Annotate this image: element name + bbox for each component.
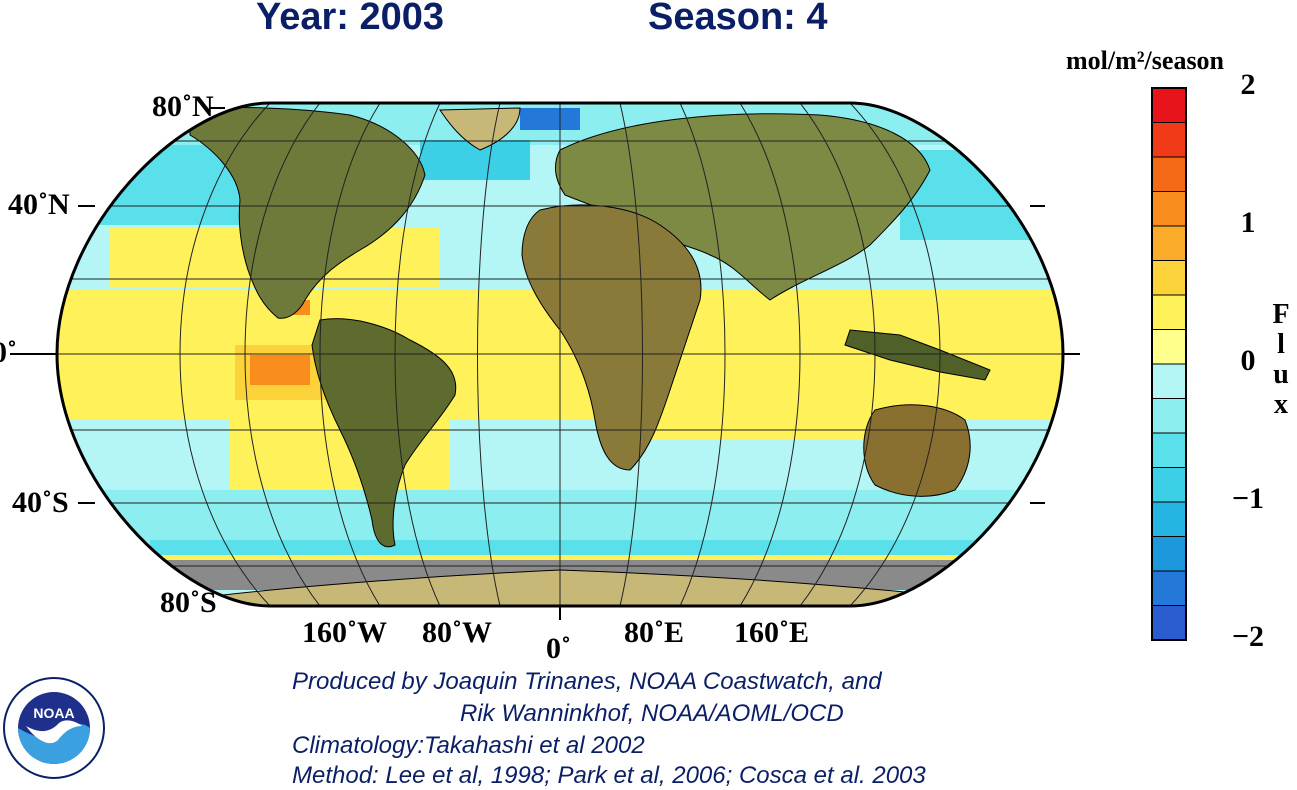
colorbar-segment [1151, 570, 1187, 606]
lat-label-80s: 80˚S [160, 586, 217, 619]
lat-label-80n: 80˚N [152, 90, 214, 123]
lon-label-0: 0˚ [546, 632, 571, 665]
colorbar-segment [1151, 191, 1187, 227]
credit-line-2: Rik Wanninkhof, NOAA/AOML/OCD [460, 700, 844, 727]
colorbar [1151, 87, 1187, 641]
colorbar-segment [1151, 156, 1187, 192]
colorbar-segment [1151, 225, 1187, 261]
title-year: Year: 2003 [256, 0, 445, 38]
lat-label-40s: 40˚S [12, 486, 69, 519]
colorbar-unit: mol/m²/season [1066, 46, 1225, 75]
credit-line-3: Climatology:Takahashi et al 2002 [292, 732, 645, 759]
credit-line-1: Produced by Joaquin Trinanes, NOAA Coast… [292, 668, 882, 695]
lon-label-80w: 80˚W [422, 616, 492, 649]
lat-label-0: 0˚ [0, 336, 17, 369]
colorbar-segment [1151, 329, 1187, 365]
colorbar-segment [1151, 536, 1187, 572]
lat-label-40n: 40˚N [8, 188, 70, 221]
landmass-australia [863, 404, 971, 497]
colorbar-segment [1151, 87, 1187, 123]
colorbar-tick-neg1: −1 [1231, 482, 1265, 515]
noaa-logo-text: NOAA [33, 705, 74, 721]
colorbar-tick-neg2: −2 [1231, 620, 1265, 653]
colorbar-segment [1151, 294, 1187, 330]
colorbar-tick-2: 2 [1240, 68, 1256, 101]
ocean-band [250, 355, 310, 385]
lon-label-160e: 160˚E [734, 616, 809, 649]
ocean-band [520, 108, 580, 130]
colorbar-segment [1151, 260, 1187, 296]
lat-ticks [10, 107, 1080, 620]
landmass-indonesia [844, 329, 991, 381]
colorbar-tick-0: 0 [1240, 344, 1256, 377]
colorbar-tick-1: 1 [1240, 206, 1256, 239]
credit-line-4: Method: Lee et al, 1998; Park et al, 200… [292, 762, 926, 789]
world-flux-map [10, 101, 1080, 620]
lon-label-160w: 160˚W [302, 616, 387, 649]
globe-outline [55, 101, 1065, 608]
colorbar-segment [1151, 398, 1187, 434]
colorbar-segment [1151, 432, 1187, 468]
colorbar-segment [1151, 605, 1187, 641]
noaa-logo-icon: NOAA [3, 677, 105, 779]
colorbar-segment [1151, 501, 1187, 537]
colorbar-frame [1151, 87, 1187, 641]
ocean-band [950, 300, 1060, 420]
colorbar-variable-label: F l u x [1272, 299, 1290, 420]
ocean-band [650, 380, 880, 440]
lon-label-80e: 80˚E [624, 616, 684, 649]
title-season: Season: 4 [648, 0, 828, 38]
colorbar-segment [1151, 467, 1187, 503]
landmass-greenland [439, 107, 521, 151]
landmass-africa [521, 204, 702, 471]
colorbar-segment [1151, 363, 1187, 399]
colorbar-segment [1151, 122, 1187, 158]
graticule-longitudes [179, 103, 941, 606]
